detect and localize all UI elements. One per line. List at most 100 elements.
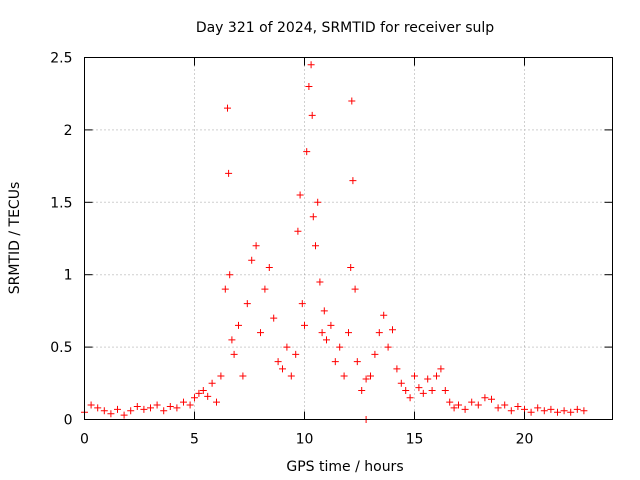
data-point	[230, 350, 238, 358]
data-point	[501, 401, 509, 409]
data-point	[349, 177, 357, 185]
chart-title: Day 321 of 2024, SRMTID for receiver sul…	[196, 20, 494, 36]
data-point	[239, 372, 247, 380]
data-point	[204, 392, 212, 400]
x-axis-label: GPS time / hours	[286, 459, 403, 475]
data-point	[314, 198, 322, 206]
y-tick-label: 1.5	[50, 195, 72, 211]
data-point	[312, 242, 319, 250]
data-point	[309, 213, 317, 221]
data-point	[351, 285, 359, 293]
data-point	[580, 407, 588, 415]
y-tick-label: 0.5	[50, 340, 72, 356]
data-point	[147, 404, 154, 412]
data-point	[573, 405, 581, 413]
data-point	[411, 372, 418, 380]
data-point	[380, 311, 388, 319]
data-point	[208, 379, 216, 387]
data-point	[243, 300, 251, 308]
data-point	[362, 375, 370, 383]
data-point	[166, 402, 174, 410]
data-point	[446, 398, 454, 406]
data-point	[160, 407, 168, 415]
data-point	[235, 321, 242, 329]
data-point	[318, 329, 326, 337]
y-tick-label: 2	[64, 123, 73, 139]
data-point	[474, 401, 482, 409]
data-point	[252, 242, 260, 250]
data-point	[199, 387, 207, 395]
data-point	[415, 384, 423, 392]
data-point	[554, 408, 561, 416]
y-tick-label: 0	[64, 413, 73, 429]
data-point	[298, 300, 306, 308]
data-point	[428, 387, 436, 395]
data-point	[461, 405, 469, 413]
data-point	[488, 395, 495, 403]
data-point	[308, 111, 316, 119]
data-point	[100, 407, 108, 415]
data-point	[279, 365, 286, 373]
data-point	[301, 321, 308, 329]
x-tick-label: 0	[80, 432, 89, 448]
data-point	[455, 401, 462, 409]
data-point	[296, 191, 304, 199]
data-point	[283, 343, 291, 351]
data-point	[441, 387, 449, 395]
data-point	[248, 256, 256, 264]
x-tick-label: 10	[296, 432, 314, 448]
data-point	[270, 314, 278, 322]
y-axis-label: SRMTID / TECUs	[7, 182, 23, 295]
data-point	[173, 404, 181, 412]
data-point	[228, 336, 236, 344]
data-point	[450, 404, 458, 412]
data-point	[402, 387, 410, 395]
data-point	[294, 227, 302, 235]
data-point	[406, 394, 414, 402]
data-point	[217, 372, 225, 380]
data-point	[560, 407, 568, 415]
data-point	[336, 343, 344, 351]
data-point	[327, 321, 335, 329]
data-point	[547, 405, 555, 413]
grid-lines	[84, 57, 613, 420]
data-point	[367, 372, 374, 380]
data-point	[353, 358, 361, 366]
data-point	[120, 411, 128, 419]
data-point	[87, 401, 95, 409]
data-point	[303, 148, 311, 156]
data-point	[331, 358, 339, 366]
data-point	[180, 398, 187, 406]
data-point	[191, 394, 198, 402]
data-point	[153, 401, 161, 409]
data-point	[437, 365, 445, 373]
data-point	[114, 405, 121, 413]
data-point	[481, 394, 489, 402]
data-point	[323, 336, 330, 344]
data-point	[213, 398, 220, 406]
data-point	[424, 375, 432, 383]
plot-frame	[84, 57, 613, 420]
data-point	[305, 82, 313, 90]
y-tick-label: 2.5	[50, 51, 72, 67]
data-point	[358, 387, 366, 395]
data-point	[133, 402, 141, 410]
data-point	[397, 379, 405, 387]
data-point	[345, 329, 352, 337]
data-point	[274, 358, 282, 366]
data-point	[221, 285, 229, 293]
data-point	[224, 104, 231, 112]
data-point	[534, 404, 542, 412]
data-point	[567, 408, 575, 416]
data-point	[261, 285, 269, 293]
x-tick-label: 15	[406, 432, 424, 448]
data-point	[347, 263, 355, 271]
data-point	[265, 263, 273, 271]
data-point	[140, 405, 148, 413]
data-point	[527, 408, 535, 416]
data-point	[307, 61, 315, 69]
data-points	[81, 61, 588, 423]
data-point	[195, 389, 203, 397]
data-point	[433, 372, 440, 380]
data-point	[94, 404, 102, 412]
